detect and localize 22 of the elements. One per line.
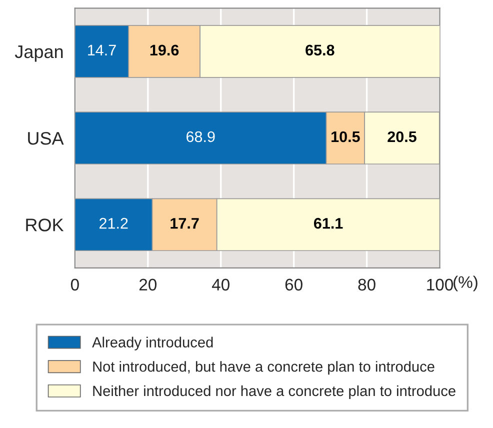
legend-label: Already introduced <box>92 336 213 350</box>
data-label: 68.9 <box>186 131 215 142</box>
data-label: 10.5 <box>332 131 360 142</box>
x-tick-label: 0 <box>70 278 79 291</box>
x-tick-label: 20 <box>139 278 157 291</box>
y-tick-label: ROK <box>26 218 64 232</box>
x-tick-label: 60 <box>285 278 302 291</box>
data-label: 65.8 <box>306 44 334 56</box>
data-label: 14.7 <box>88 44 116 56</box>
legend-label: Neither introduced nor have a concrete plan to introduce <box>93 385 456 399</box>
legend-label: Not introduced, but have a concrete plan to introduce <box>93 361 434 375</box>
data-label: 17.7 <box>170 218 199 229</box>
data-label: 21.2 <box>100 218 128 229</box>
x-tick-label: 40 <box>212 278 230 291</box>
y-tick-label: Japan <box>14 46 63 62</box>
data-label: 19.6 <box>150 44 179 56</box>
data-label: 61.1 <box>314 218 343 229</box>
data-label: 20.5 <box>388 131 416 142</box>
x-axis-title: (%) <box>454 276 478 292</box>
y-tick-label: USA <box>28 132 64 145</box>
x-tick-label: 100 <box>427 278 454 291</box>
x-tick-label: 80 <box>358 278 376 291</box>
